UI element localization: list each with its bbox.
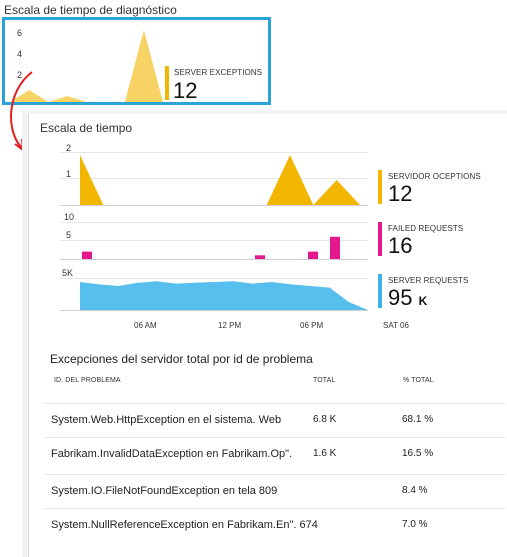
column-header-id[interactable]: ID. DEL PROBLEMA <box>54 377 121 384</box>
problem-id-cell: System.Web.HttpException en el sistema. … <box>51 414 282 426</box>
gridline <box>60 278 368 279</box>
diag-exceptions-area <box>10 30 163 102</box>
gridline <box>60 240 368 241</box>
total-cell: 1.6 K <box>313 448 337 459</box>
percent-cell: 16.5 % <box>402 448 434 459</box>
exceptions-table-title: Excepciones del servidor total por id de… <box>50 352 313 366</box>
chart2-color-bar <box>378 222 382 256</box>
percent-cell: 7.0 % <box>402 519 428 530</box>
problem-id-cell: Fabrikam.InvalidDataException en Fabrika… <box>51 448 293 460</box>
column-header-total[interactable]: TOTAL <box>313 377 336 384</box>
server-exceptions-value: 12 <box>173 78 198 103</box>
diag-y-tick: 4 <box>17 49 23 59</box>
chart3-kpi-value: 95 K <box>388 285 427 311</box>
percent-cell: 68.1 % <box>402 414 434 425</box>
diag-y-tick: 2 <box>17 70 23 80</box>
baseline <box>60 259 368 260</box>
percent-cell: 8.4 % <box>402 485 428 496</box>
table-row[interactable]: Fabrikam.InvalidDataException en Fabrika… <box>44 437 506 471</box>
failed-requests-chart[interactable] <box>60 222 368 259</box>
server-exceptions-color-bar <box>165 66 169 100</box>
problem-id-cell: System.IO.FileNotFoundException en tela … <box>51 485 278 497</box>
failed-requests-bar <box>255 255 265 259</box>
diagnostic-timeline-tile[interactable]: 6 4 2 SERVER EXCEPTIONS 12 <box>2 17 271 105</box>
chart2-kpi-label: FAILED REQUESTS <box>388 224 464 233</box>
x-axis-label: 06 PM <box>300 321 324 330</box>
total-cell: 6.8 K <box>313 414 337 425</box>
timeline-title: Escala de tiempo <box>40 121 133 135</box>
server-requests-chart[interactable] <box>60 262 368 310</box>
diag-y-tick: 6 <box>17 28 23 38</box>
server-requests-area <box>80 281 368 310</box>
chart3-kpi-label: SERVER REQUESTS <box>388 276 469 285</box>
failed-requests-bar <box>82 251 92 259</box>
gridline <box>60 222 368 223</box>
chart2-kpi-value: 16 <box>388 233 413 258</box>
table-row[interactable]: System.Web.HttpException en el sistema. … <box>44 403 506 437</box>
x-axis-label: 06 AM <box>134 321 157 330</box>
problem-id-cell: System.NullReferenceException en Fabrika… <box>51 519 318 531</box>
timeline-panel <box>28 114 507 557</box>
failed-requests-bar <box>330 236 340 259</box>
chart1-kpi-value: 12 <box>388 181 413 206</box>
server-exceptions-chart[interactable] <box>60 152 368 205</box>
chart1-color-bar <box>378 170 382 204</box>
gridline <box>60 178 368 179</box>
server-exceptions-label: SERVER EXCEPTIONS <box>174 68 263 77</box>
x-axis-label: SAT 06 <box>383 321 409 330</box>
exceptions-area <box>80 155 360 205</box>
x-axis-label: 12 PM <box>218 321 242 330</box>
chart1-kpi-label: SERVIDOR OCEPTIONS <box>388 172 481 181</box>
chart1-y-tick: 1 <box>66 169 72 179</box>
table-row[interactable]: System.NullReferenceException en Fabrika… <box>44 508 506 542</box>
failed-requests-bar <box>308 251 318 259</box>
chart1-y-tick: 2 <box>66 143 72 153</box>
chart3-kpi-number: 95 <box>388 285 413 310</box>
table-row[interactable]: System.IO.FileNotFoundException en tela … <box>44 474 506 508</box>
diagnostic-exceptions-chart <box>10 30 163 102</box>
chart2-y-tick: 5 <box>66 230 72 240</box>
baseline <box>60 310 368 311</box>
baseline <box>60 205 368 206</box>
diagnostic-timeline-title: Escala de tiempo de diagnóstico <box>4 3 177 17</box>
gridline <box>60 152 368 153</box>
chart3-y-tick: 5K <box>62 268 74 278</box>
chart3-color-bar <box>378 274 382 308</box>
chart3-kpi-unit: K <box>418 294 428 308</box>
column-header-pct[interactable]: % TOTAL <box>403 377 434 384</box>
chart2-y-tick: 10 <box>64 212 75 222</box>
